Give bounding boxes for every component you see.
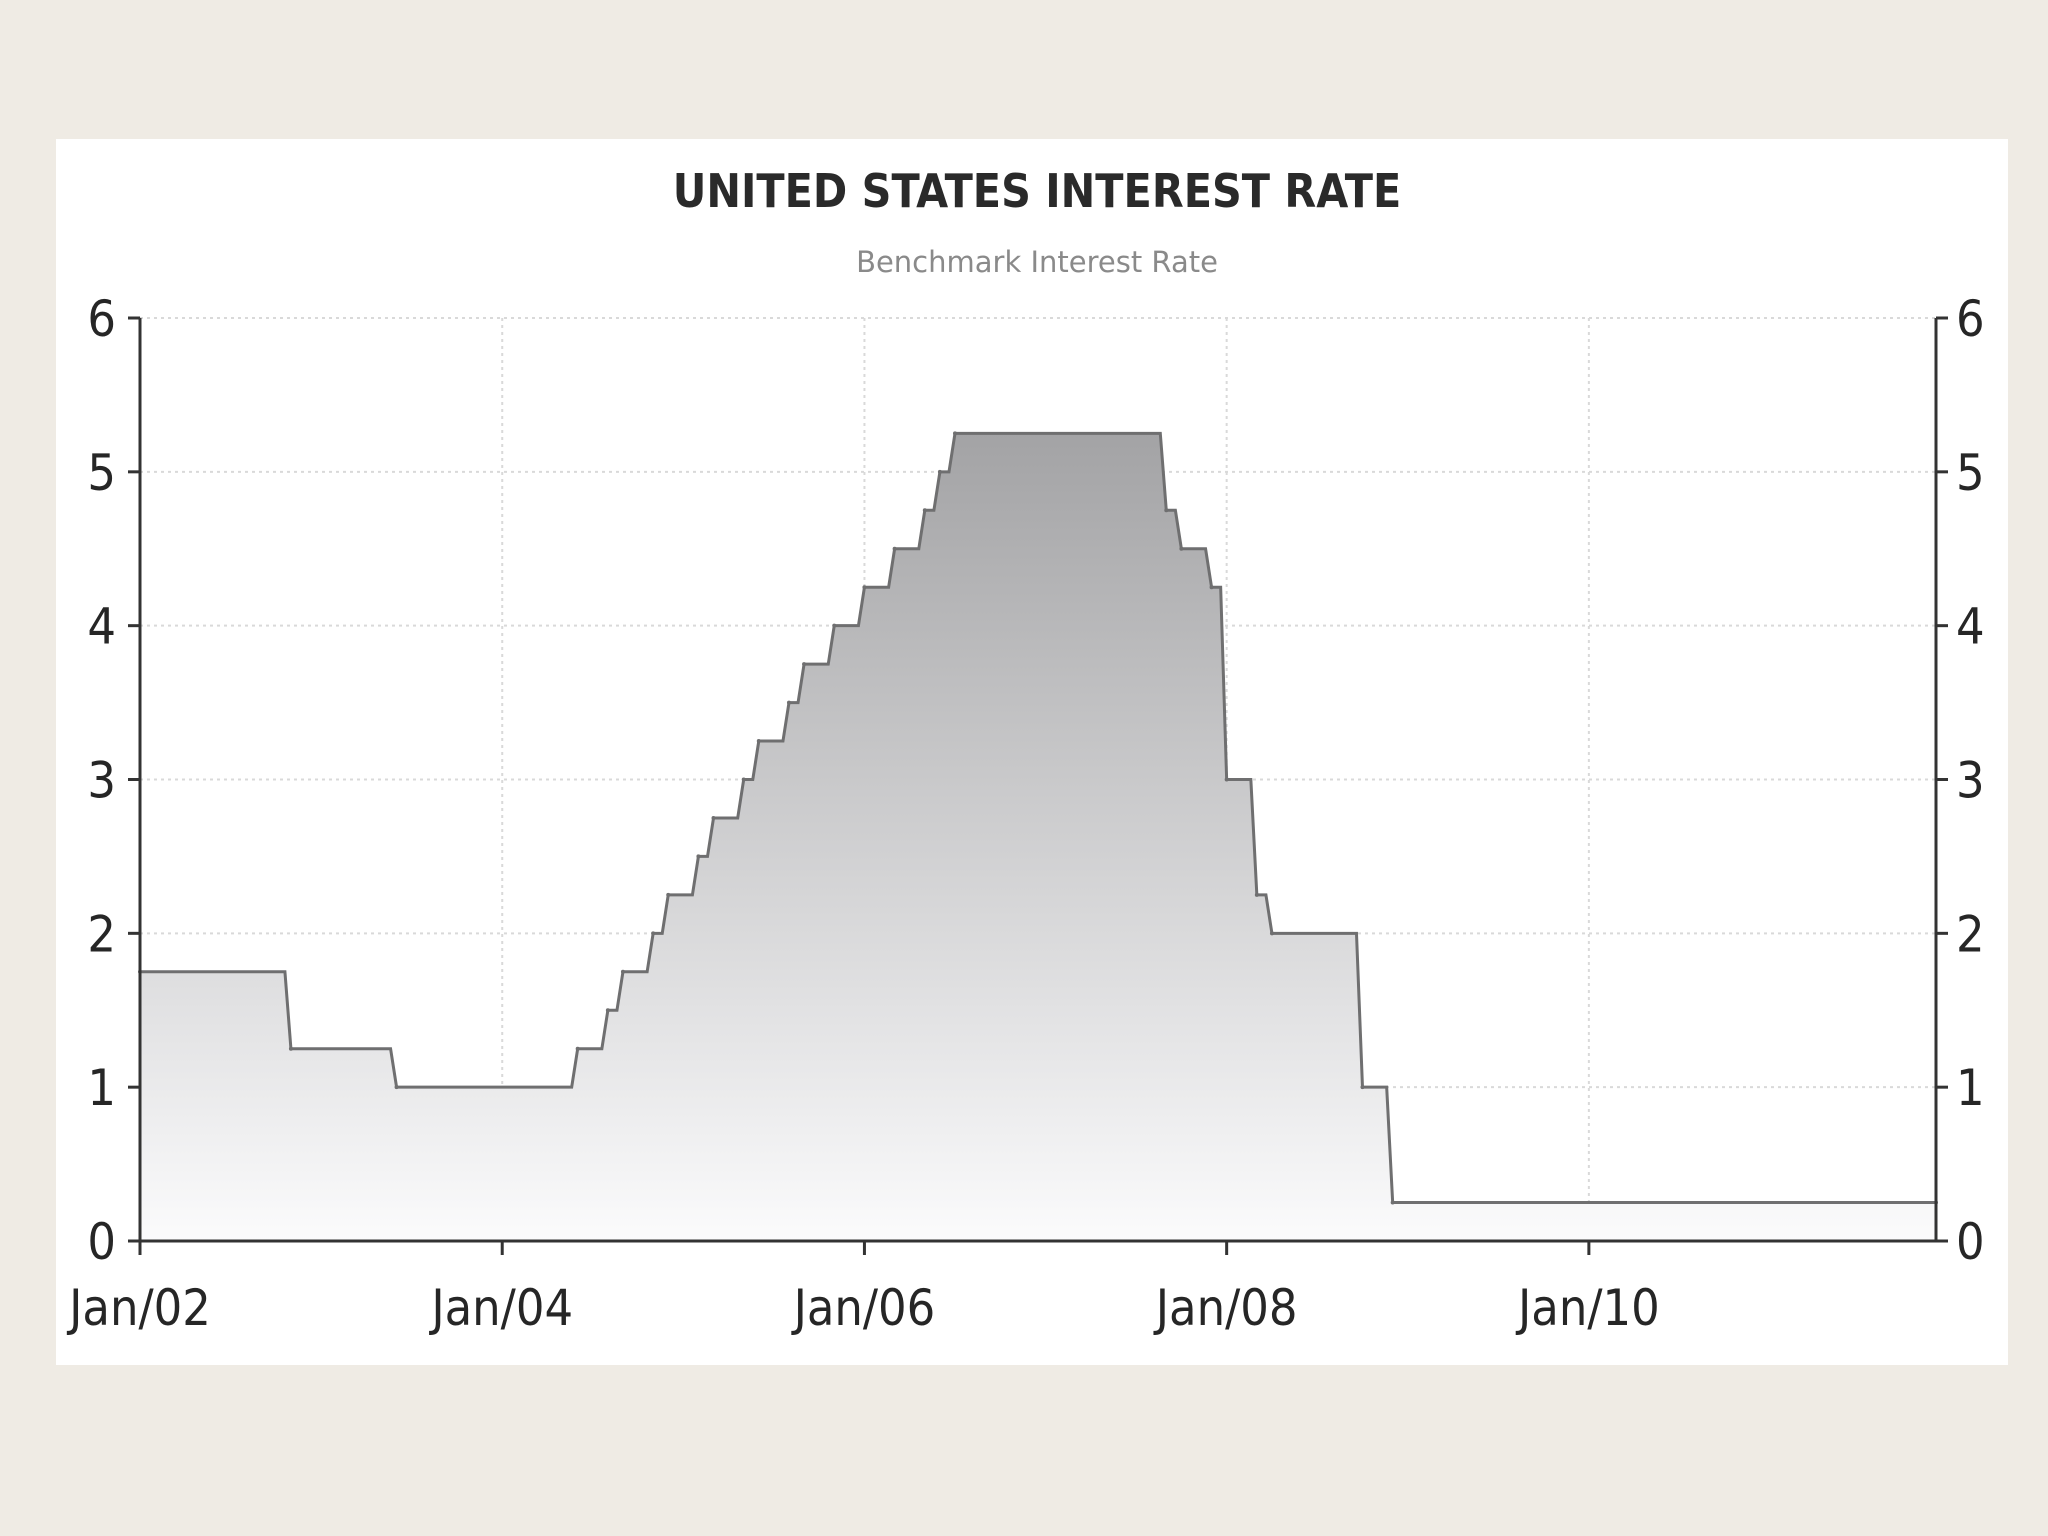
x-tick-label: Jan/02 [66,1279,211,1337]
y-tick-label-left: 5 [87,444,116,502]
rate-point-2005-06 [756,739,761,744]
rate-series [138,431,1938,1241]
rate-point-2008-01 [1224,777,1229,782]
rate-point-2008-04 [1269,931,1274,936]
rate-point-2006-05 [922,508,927,513]
rate-point-2008-12 [1390,1200,1395,1205]
rate-point-2005-11 [832,623,837,628]
rate-point-2008-10 [1360,1085,1365,1090]
y-tick-label-right: 2 [1956,905,1985,963]
rate-point-2004-06 [575,1046,580,1051]
rate-point-2006-03 [892,546,897,551]
rate-point-2004-09 [620,969,625,974]
chart-subtitle: Benchmark Interest Rate [856,245,1218,279]
rate-point-2005-05 [741,777,746,782]
x-tick-label: Jan/10 [1515,1279,1660,1337]
y-tick-label-left: 3 [87,752,116,810]
y-tick-label-left: 0 [87,1213,116,1271]
rate-point-2007-10 [1179,546,1184,551]
interest-rate-chart: UNITED STATES INTEREST RATE Benchmark In… [66,164,1984,1337]
rate-point-2004-11 [651,931,656,936]
x-tick-label: Jan/04 [428,1279,573,1337]
axes [128,316,1948,1255]
chart-title: UNITED STATES INTEREST RATE [673,164,1402,218]
rate-point-2006-07 [952,431,957,436]
y-tick-label-right: 5 [1956,444,1985,502]
rate-point-2007-09 [1164,508,1169,513]
rate-point-2002-11 [288,1046,293,1051]
x-tick-label: Jan/06 [791,1279,936,1337]
y-tick-label-right: 1 [1956,1059,1985,1117]
y-tick-label-left: 4 [87,598,116,656]
y-tick-label-left: 2 [87,905,116,963]
chart-panel: UNITED STATES INTEREST RATE Benchmark In… [56,139,2008,1365]
y-tick-label-left: 1 [87,1059,116,1117]
rate-line [140,431,1936,1205]
y-tick-label-left: 6 [87,290,116,348]
rate-point-2006-06 [937,469,942,474]
y-tick-label-right: 0 [1956,1213,1985,1271]
rate-point-2005-02 [696,854,701,859]
y-tick-label-right: 6 [1956,290,1985,348]
rate-point-2005-03 [711,815,716,820]
y-tick-label-right: 3 [1956,752,1985,810]
tick-labels: 0 0 1 1 2 2 3 3 4 4 5 5 6 6 Jan/02 Jan/04 Jan/06 Jan/08 Ja… [66,290,1984,1337]
rate-point-2003-06 [394,1085,399,1090]
rate-point-2006-01 [862,585,867,590]
rate-point-2007-12 [1209,585,1214,590]
rate-point-2005-08 [786,700,791,705]
y-tick-label-right: 4 [1956,598,1985,656]
rate-area-fill [140,433,1936,1241]
x-tick-label: Jan/08 [1153,1279,1298,1337]
rate-point-2008-03 [1254,892,1259,897]
rate-point-2004-12 [666,892,671,897]
rate-point-2005-09 [802,662,807,667]
rate-point-2004-08 [605,1008,610,1013]
